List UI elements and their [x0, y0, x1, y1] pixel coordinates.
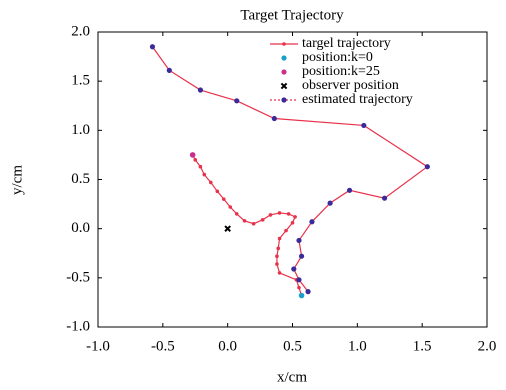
marker — [281, 55, 287, 61]
marker — [149, 44, 156, 50]
legend-label: position:k=25 — [302, 64, 380, 79]
marker — [276, 246, 281, 251]
plot-frame — [97, 31, 488, 328]
x-tick-label: 0.0 — [218, 338, 237, 354]
marker — [290, 220, 295, 225]
x-tick-label: -0.5 — [151, 338, 175, 354]
legend-label: targel trajectory — [302, 36, 391, 51]
marker — [234, 212, 239, 216]
marker — [275, 254, 279, 258]
marker — [277, 236, 282, 241]
marker — [293, 215, 297, 219]
marker — [189, 152, 196, 158]
marker — [286, 212, 291, 216]
marker — [251, 221, 256, 226]
y-axis-label: y/cm — [9, 165, 25, 195]
marker — [202, 172, 207, 177]
marker — [271, 115, 277, 122]
y-tick-label: -1.0 — [66, 318, 90, 334]
y-tick-label: 0.5 — [71, 171, 90, 187]
marker — [275, 262, 279, 266]
marker — [361, 122, 367, 129]
marker — [215, 189, 220, 194]
legend-label: estimated trajectory — [302, 92, 413, 107]
marker — [282, 42, 286, 46]
x-axis-label: x/cm — [277, 369, 307, 385]
y-tick-label: 1.5 — [71, 73, 90, 89]
marker — [277, 211, 282, 215]
y-tick-label: 2.0 — [71, 23, 90, 39]
marker — [346, 187, 353, 193]
marker — [193, 158, 198, 162]
marker — [277, 271, 282, 275]
marker — [224, 225, 231, 232]
marker — [296, 277, 302, 283]
marker — [281, 69, 287, 75]
marker — [381, 195, 388, 201]
marker — [242, 219, 247, 223]
marker — [298, 292, 305, 299]
x-tick-label: 2.0 — [478, 338, 497, 354]
x-tick-label: 1.5 — [413, 338, 432, 354]
y-tick-label: 1.0 — [71, 122, 90, 138]
marker — [228, 205, 233, 209]
chart-title: Target Trajectory — [240, 7, 344, 23]
marker — [234, 98, 240, 104]
x-tick-label: 0.5 — [283, 338, 302, 354]
marker — [297, 285, 301, 290]
marker — [327, 200, 333, 206]
marker — [280, 82, 288, 90]
series-line — [192, 154, 303, 296]
marker — [166, 67, 172, 73]
marker — [281, 97, 287, 103]
marker — [309, 219, 315, 225]
x-tick-label: 1.0 — [348, 338, 367, 354]
marker — [260, 218, 265, 222]
marker — [305, 289, 311, 295]
marker — [424, 164, 430, 170]
marker — [296, 237, 302, 244]
marker — [197, 87, 204, 93]
marker — [198, 164, 203, 169]
series-line — [151, 46, 429, 292]
marker — [291, 266, 297, 272]
legend-label: position:k=0 — [302, 50, 373, 65]
x-tick-label: -1.0 — [86, 338, 110, 354]
y-tick-label: 0.0 — [71, 220, 90, 236]
y-tick-label: -0.5 — [66, 269, 90, 285]
legend-label: observer position — [302, 78, 399, 93]
marker — [209, 180, 213, 185]
marker — [298, 253, 305, 259]
marker — [284, 228, 288, 233]
marker — [221, 197, 226, 201]
marker — [268, 213, 273, 217]
